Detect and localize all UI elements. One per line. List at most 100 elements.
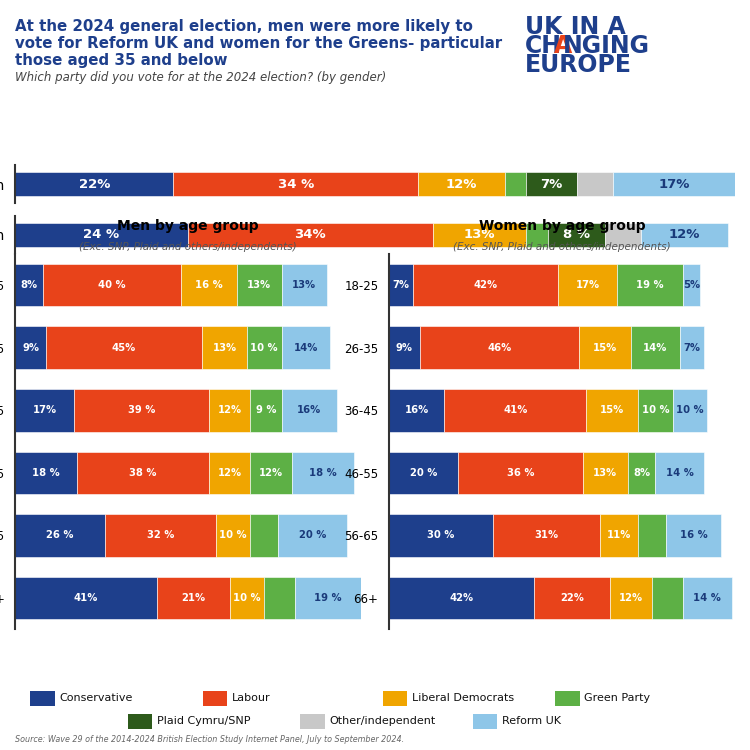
Bar (579, 326, 632, 369)
Bar (209, 452, 251, 494)
Bar (388, 577, 534, 620)
Text: 7%: 7% (683, 343, 700, 352)
Bar (216, 514, 250, 556)
Bar (600, 514, 638, 556)
Text: 34 %: 34 % (278, 178, 314, 190)
Bar (638, 389, 673, 431)
Bar (281, 264, 326, 307)
Text: Liberal Democrats: Liberal Democrats (412, 693, 514, 703)
Text: 24 %: 24 % (83, 229, 119, 242)
Bar (666, 514, 722, 556)
Bar (610, 577, 652, 620)
Text: Source: Wave 29 of the 2014-2024 British Election Study Internet Panel, July to : Source: Wave 29 of the 2014-2024 British… (15, 735, 404, 744)
Bar (444, 389, 586, 431)
Text: 16%: 16% (297, 405, 321, 416)
Text: 10 %: 10 % (233, 593, 261, 603)
Text: EUROPE: EUROPE (525, 53, 632, 76)
Text: 8%: 8% (633, 468, 650, 478)
Text: (Exc. SNP, Plaid and others/independents): (Exc. SNP, Plaid and others/independents… (80, 242, 297, 252)
Bar (247, 326, 281, 369)
Text: 13%: 13% (593, 468, 617, 478)
Text: 30 %: 30 % (427, 530, 454, 541)
Bar (413, 264, 559, 307)
Text: 22%: 22% (79, 178, 110, 190)
Text: A: A (554, 34, 572, 58)
Bar (673, 389, 707, 431)
Bar (617, 264, 683, 307)
Text: 12%: 12% (259, 468, 284, 478)
Text: CH: CH (525, 34, 562, 58)
Bar (559, 264, 617, 307)
Bar (74, 389, 209, 431)
Text: Conservative: Conservative (59, 693, 133, 703)
Text: 16 %: 16 % (680, 530, 707, 541)
Bar (182, 264, 236, 307)
Text: 10 %: 10 % (676, 405, 703, 416)
Text: vote for Reform UK and women for the Greens- particular: vote for Reform UK and women for the Gre… (15, 36, 502, 51)
Bar (683, 577, 731, 620)
Bar (251, 452, 292, 494)
Bar (577, 172, 613, 196)
Text: 10 %: 10 % (641, 405, 669, 416)
Text: Women by age group: Women by age group (478, 219, 645, 233)
Text: 15%: 15% (593, 343, 617, 352)
Text: 34%: 34% (295, 229, 326, 242)
Bar (15, 389, 74, 431)
Text: At the 2024 general election, men were more likely to: At the 2024 general election, men were m… (15, 19, 472, 34)
Text: Reform UK: Reform UK (502, 716, 561, 727)
Bar (388, 514, 493, 556)
Text: 41%: 41% (74, 593, 98, 603)
Text: UK IN A: UK IN A (525, 15, 626, 39)
Text: Which party did you vote for at the 2024 election? (by gender): Which party did you vote for at the 2024… (15, 71, 386, 84)
Text: 16%: 16% (404, 405, 429, 416)
Bar (43, 264, 182, 307)
Text: 7%: 7% (392, 280, 410, 290)
Bar (683, 264, 700, 307)
Bar (420, 326, 579, 369)
Bar (526, 223, 548, 248)
Bar (105, 514, 216, 556)
Bar (586, 389, 638, 431)
Text: Plaid Cymru/SNP: Plaid Cymru/SNP (157, 716, 250, 727)
Bar (264, 577, 296, 620)
Bar (613, 172, 735, 196)
Bar (458, 452, 583, 494)
Text: 31%: 31% (534, 530, 559, 541)
Text: 9%: 9% (22, 343, 39, 352)
Text: 42%: 42% (474, 280, 498, 290)
Text: those aged 35 and below: those aged 35 and below (15, 53, 227, 68)
Bar (188, 223, 433, 248)
Text: 46%: 46% (488, 343, 512, 352)
Text: 12%: 12% (619, 593, 644, 603)
Bar (605, 223, 641, 248)
Bar (638, 514, 666, 556)
Text: 8 %: 8 % (563, 229, 590, 242)
Text: 19 %: 19 % (637, 280, 664, 290)
Bar (251, 514, 278, 556)
Text: NGING: NGING (563, 34, 650, 58)
Text: 32 %: 32 % (147, 530, 174, 541)
Bar (236, 264, 281, 307)
Text: 10 %: 10 % (251, 343, 278, 352)
Text: Labour: Labour (232, 693, 270, 703)
Text: 26 %: 26 % (46, 530, 74, 541)
Text: 41%: 41% (503, 405, 527, 416)
Bar (281, 389, 337, 431)
Bar (296, 577, 362, 620)
Bar (278, 514, 347, 556)
Text: 14%: 14% (293, 343, 318, 352)
Bar (173, 172, 419, 196)
Text: 13%: 13% (292, 280, 316, 290)
Text: 22%: 22% (560, 593, 584, 603)
Bar (15, 577, 157, 620)
Text: 7%: 7% (540, 178, 562, 190)
Bar (641, 223, 728, 248)
Bar (583, 452, 628, 494)
Bar (77, 452, 209, 494)
Text: 16 %: 16 % (195, 280, 223, 290)
Text: 18 %: 18 % (309, 468, 337, 478)
Text: 12%: 12% (669, 229, 700, 242)
Bar (388, 452, 458, 494)
Bar (419, 172, 505, 196)
Bar (15, 326, 46, 369)
